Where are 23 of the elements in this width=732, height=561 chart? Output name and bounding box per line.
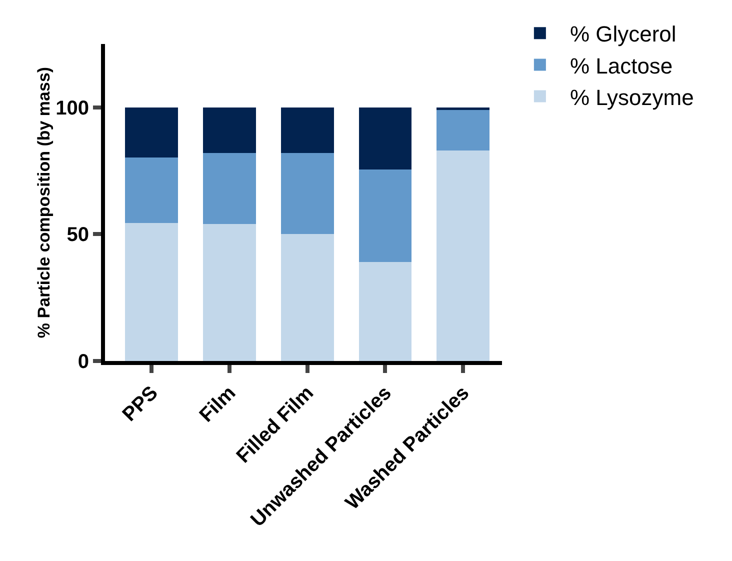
bar bbox=[436, 110, 490, 151]
bar bbox=[125, 107, 178, 158]
y-tick-label: 0 bbox=[78, 351, 89, 373]
bar bbox=[125, 222, 178, 361]
bar bbox=[203, 153, 256, 224]
y-tick-label: 50 bbox=[66, 224, 89, 246]
bar bbox=[436, 107, 490, 110]
legend-label: % Lysozyme bbox=[570, 84, 694, 110]
bar bbox=[125, 157, 178, 223]
bar bbox=[358, 170, 412, 262]
bar bbox=[203, 224, 256, 361]
bar bbox=[280, 234, 334, 361]
bar bbox=[280, 153, 334, 234]
legend-label: % Lactose bbox=[570, 53, 673, 78]
bar bbox=[280, 107, 334, 154]
bar bbox=[358, 262, 412, 361]
bar bbox=[436, 150, 490, 361]
y-tick-label: 100 bbox=[56, 97, 89, 120]
legend-label: % Glycerol bbox=[570, 22, 676, 47]
bar bbox=[203, 107, 256, 154]
x-tick-label: Film bbox=[196, 382, 240, 427]
bar bbox=[358, 107, 412, 170]
y-axis-title: % Particle composition (by mass) bbox=[34, 66, 54, 338]
